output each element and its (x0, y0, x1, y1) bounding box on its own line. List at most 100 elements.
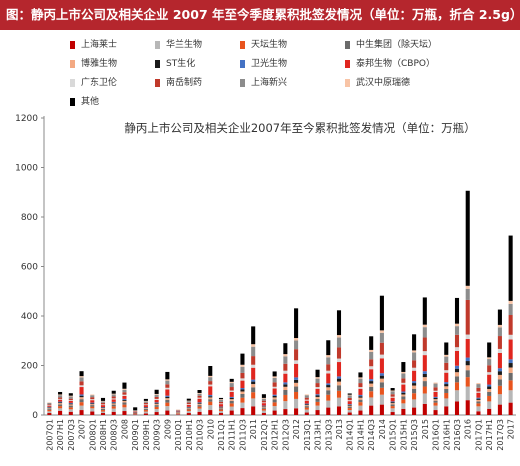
bar-segment (186, 404, 191, 407)
chart-legend: 上海莱士 华兰生物 天坛生物 中生集团（除天坛） 博雅生物 ST生化 卫光生物 泰邦生物（CB… (70, 38, 510, 112)
bar-segment (358, 378, 363, 384)
bar-segment (369, 379, 374, 382)
bar-segment (422, 337, 427, 352)
bar-segment (444, 342, 449, 355)
legend-label: 天坛生物 (251, 40, 288, 50)
bar-segment (347, 404, 352, 406)
bar-segment (90, 394, 95, 396)
bar-segment (347, 394, 352, 396)
y-tick-label: 600 (21, 263, 38, 273)
bar-segment (47, 413, 52, 415)
bar-segment (444, 389, 449, 393)
bar-segment (326, 357, 331, 365)
bar-segment (197, 406, 202, 409)
bar-segment (497, 309, 502, 325)
legend-item: ST生化 (155, 57, 195, 71)
bar-segment (336, 385, 342, 391)
bar-segment (122, 411, 127, 415)
bar-segment (379, 378, 384, 383)
bar-segment (304, 407, 309, 410)
x-tick-label: 2014H1 (356, 419, 365, 450)
bar-segment (412, 381, 417, 384)
legend-swatch (70, 40, 75, 49)
bar-segment (186, 407, 191, 409)
bar-segment (261, 406, 266, 408)
bar-segment (347, 406, 352, 409)
bar-segment (240, 397, 245, 403)
bar-segment (122, 395, 127, 399)
bar-segment (315, 383, 320, 388)
bar-segment (90, 403, 95, 405)
legend-item: 卫光生物 (240, 57, 287, 71)
bar-segment (326, 373, 331, 384)
bar-segment (336, 310, 342, 336)
bar-segment (229, 400, 234, 404)
bar-segment (197, 411, 202, 415)
bar-segment (79, 371, 84, 377)
bar-segment (401, 391, 406, 393)
bar-segment (58, 408, 63, 411)
bar-segment (165, 402, 170, 407)
bar-segment (412, 388, 417, 394)
bar-segment (229, 383, 234, 388)
bar-segment (58, 404, 63, 407)
bar-segment (497, 379, 502, 386)
bar-segment (100, 413, 106, 415)
bar-segment (465, 288, 470, 300)
bar-segment (111, 396, 116, 399)
bar-segment (422, 381, 427, 387)
bar-segment (261, 402, 266, 404)
bar-segment (454, 372, 460, 377)
bar-segment (465, 386, 470, 401)
bar-segment (465, 361, 470, 366)
bar-segment (508, 390, 513, 403)
bar-segment (497, 404, 502, 415)
bar-segment (143, 408, 148, 409)
bar-segment (79, 394, 84, 396)
bar-segment (272, 399, 277, 403)
legend-label: 华兰生物 (166, 40, 203, 50)
bar-segment (454, 376, 460, 383)
bar-segment (336, 378, 342, 382)
bar-segment (186, 402, 191, 405)
bar-segment (229, 410, 234, 415)
bar-segment (79, 376, 84, 378)
bar-segment (58, 398, 63, 400)
bar-segment (154, 412, 159, 415)
bar-segment (58, 406, 63, 409)
bar-segment (208, 394, 213, 397)
bar-segment (154, 403, 159, 404)
bar-segment (79, 402, 84, 406)
bar-segment (401, 382, 406, 385)
bar-segment (326, 390, 331, 395)
bar-segment (433, 390, 438, 392)
bar-segment (336, 406, 342, 415)
bar-segment (369, 366, 374, 370)
bar-segment (315, 388, 320, 395)
bar-segment (379, 382, 384, 388)
bar-segment (261, 397, 266, 399)
bar-segment (283, 409, 288, 415)
bar-segment (165, 399, 170, 403)
bar-segment (251, 346, 256, 357)
bar-segment (47, 407, 52, 409)
bar-segment (390, 404, 395, 407)
bar-segment (272, 386, 277, 389)
bar-segment (444, 406, 449, 415)
legend-swatch (345, 59, 350, 68)
bar-segment (240, 378, 245, 381)
bar-segment (79, 410, 84, 415)
bar-segment (261, 394, 266, 398)
bar-segment (401, 408, 406, 415)
bar-segment (487, 374, 492, 385)
bar-segment (476, 383, 481, 385)
x-tick-label: 2015Q3 (410, 419, 419, 451)
bar-segment (272, 382, 277, 387)
bar-segment (294, 379, 299, 383)
bar-segment (487, 357, 492, 360)
bar-segment (508, 372, 513, 381)
bar-segment (208, 397, 213, 400)
bar-segment (122, 398, 127, 400)
x-tick-label: 2009H1 (142, 419, 151, 450)
bar-segment (261, 413, 266, 415)
